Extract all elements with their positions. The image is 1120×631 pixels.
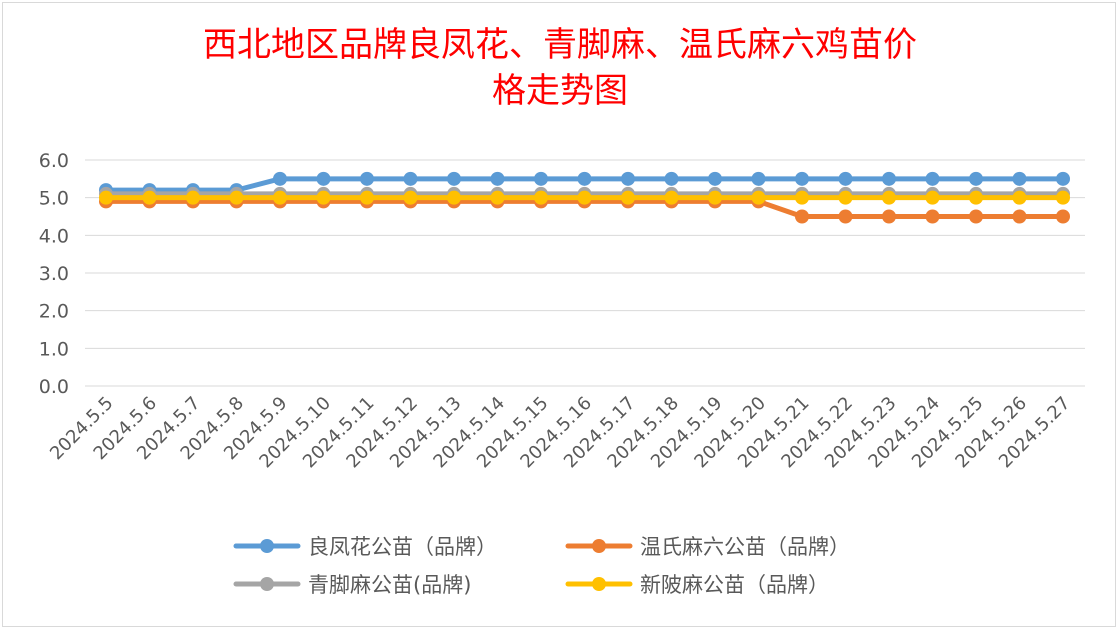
data-point (795, 171, 809, 186)
legend-item: 新陂麻公苗（品牌） (565, 573, 829, 597)
data-point (664, 190, 679, 205)
data-point (795, 190, 809, 205)
y-tick-label: 3.0 (39, 263, 69, 285)
data-point (360, 171, 374, 186)
data-point (925, 190, 940, 205)
y-tick-label: 6.0 (39, 150, 69, 172)
legend-marker (260, 577, 274, 591)
data-point (882, 209, 896, 224)
legend-item: 温氏麻六公苗（品牌） (565, 535, 850, 559)
y-tick-label: 1.0 (39, 338, 69, 360)
data-point (360, 190, 374, 205)
data-point (403, 171, 418, 186)
data-point (534, 190, 548, 205)
series-lines (99, 171, 1070, 224)
legend-label: 良凤花公苗（品牌） (308, 535, 497, 559)
data-point (621, 171, 635, 186)
data-point (969, 171, 983, 186)
data-point (925, 171, 940, 186)
data-point (882, 171, 896, 186)
y-tick-label: 2.0 (39, 301, 69, 323)
data-point (1012, 190, 1027, 205)
y-tick-label: 5.0 (39, 188, 69, 210)
data-point (490, 190, 505, 205)
data-point (882, 190, 896, 205)
data-point (708, 190, 722, 205)
data-point (229, 190, 244, 205)
data-point (186, 190, 200, 205)
x-axis-tick-labels: 2024.5.52024.5.62024.5.72024.5.82024.5.9… (46, 393, 1075, 473)
legend-marker (592, 539, 606, 553)
data-point (99, 190, 113, 205)
data-point (795, 209, 809, 224)
legend-marker (260, 539, 274, 553)
chart-title-line2: 格走势图 (492, 71, 628, 111)
data-point (751, 190, 766, 205)
legend: 良凤花公苗（品牌） 温氏麻六公苗（品牌） 青脚麻公苗(品牌) 新陂麻公苗（品牌） (233, 535, 850, 597)
data-point (273, 171, 287, 186)
data-point (1012, 209, 1027, 224)
data-point (621, 190, 635, 205)
data-point (403, 190, 418, 205)
legend-label: 新陂麻公苗（品牌） (640, 573, 829, 597)
y-axis-tick-labels: 0.0 1.0 2.0 3.0 4.0 5.0 6.0 (39, 150, 69, 398)
series (99, 190, 1070, 205)
data-point (925, 209, 940, 224)
data-point (838, 171, 853, 186)
y-tick-label: 0.0 (39, 376, 69, 398)
data-point (316, 190, 331, 205)
legend-label: 青脚麻公苗(品牌) (308, 573, 471, 597)
data-point (1012, 171, 1027, 186)
data-point (447, 190, 461, 205)
data-point (838, 190, 853, 205)
data-point (1056, 171, 1070, 186)
data-point (969, 190, 983, 205)
data-point (577, 190, 592, 205)
chart-title: 西北地区品牌良凤花、青脚麻、温氏麻六鸡苗价 格走势图 (0, 22, 1120, 114)
data-point (447, 171, 461, 186)
data-point (316, 171, 331, 186)
legend-item: 青脚麻公苗(品牌) (233, 573, 471, 597)
data-point (142, 190, 157, 205)
series (99, 171, 1070, 198)
data-point (969, 209, 983, 224)
data-point (490, 171, 505, 186)
chart-title-line1: 西北地区品牌良凤花、青脚麻、温氏麻六鸡苗价 (203, 25, 917, 65)
legend-label: 温氏麻六公苗（品牌） (640, 535, 850, 559)
legend-item: 良凤花公苗（品牌） (233, 535, 497, 559)
data-point (273, 190, 287, 205)
data-point (751, 171, 766, 186)
data-point (708, 171, 722, 186)
data-point (1056, 209, 1070, 224)
legend-marker (592, 577, 606, 591)
data-point (1056, 190, 1070, 205)
data-point (577, 171, 592, 186)
y-tick-label: 4.0 (39, 225, 69, 247)
data-point (664, 171, 679, 186)
data-point (838, 209, 853, 224)
data-point (534, 171, 548, 186)
